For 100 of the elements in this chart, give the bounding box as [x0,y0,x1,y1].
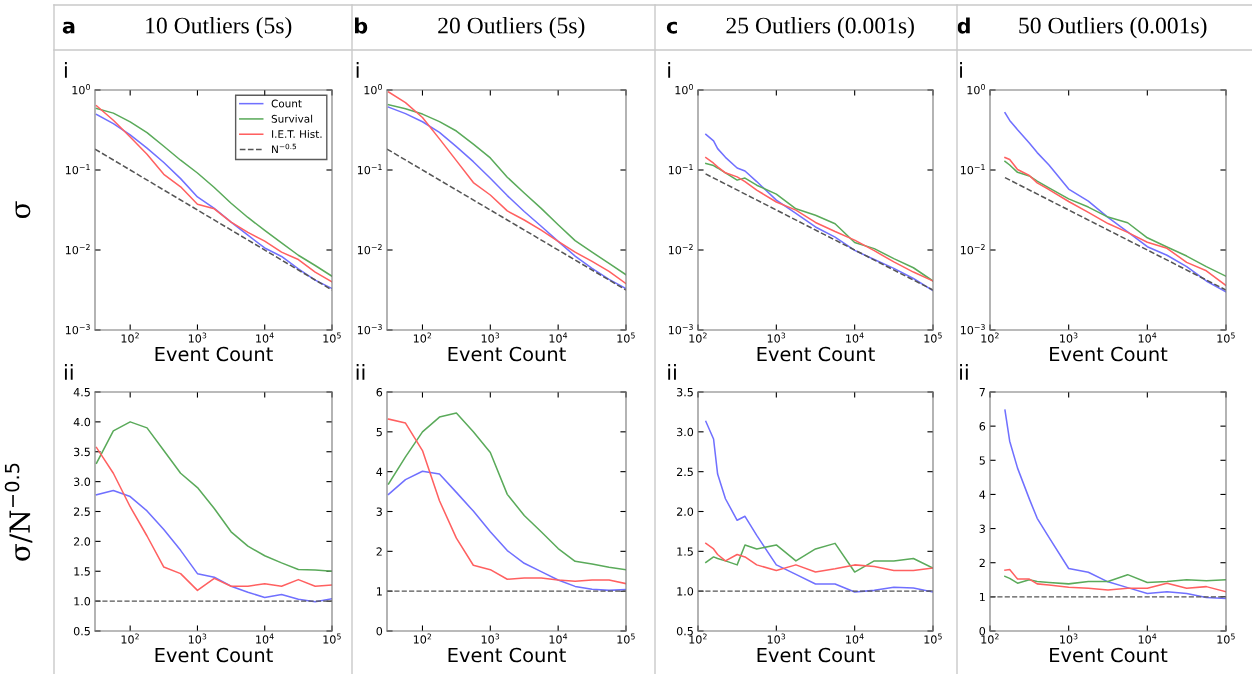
x-tick-label: 10$^{4}$ [256,332,274,343]
x-tick-label: 10$^{2}$ [121,332,139,343]
legend-label: N$^{−0.5}$ [272,143,297,154]
text: ii [356,363,365,380]
line-series [95,489,332,603]
y-tick-label: 1 [979,592,985,602]
x-axis-title: Event Count [155,647,273,663]
text: ii [668,363,676,380]
x-tick-label: 10$^{4}$ [846,633,864,644]
y-tick-label: 2.5 [73,507,90,516]
y-tick-label: 10$^{0}$ [675,84,693,95]
y-tick-label: 0.5 [73,626,90,636]
y-tick-label: 3.5 [74,447,90,457]
x-tick-label: 10$^{4}$ [846,332,864,343]
x-tick-label: 10$^{5}$ [617,332,635,343]
y-tick-label: 10$^{−3}$ [960,324,985,335]
y-tick-label: 10$^{−3}$ [65,324,90,335]
text: ii [960,363,968,380]
y-tick-label: 10$^{−2}$ [357,244,382,255]
text: d [957,17,970,34]
y-tick-label: 6 [376,387,383,397]
y-tick-label: 10$^{−2}$ [65,244,90,255]
y-tick-label: 4 [376,467,383,476]
line-series [95,446,332,592]
x-tick-label: 10$^{2}$ [981,332,999,343]
x-tick-label: 10$^{4}$ [256,633,274,644]
y-tick-label: 10$^{−3}$ [357,324,382,335]
x-tick-label: 10$^{3}$ [1060,332,1078,343]
x-tick-label: 10$^{4}$ [549,332,568,343]
x-axis-title: Event Count [757,346,875,362]
y-tick-label: 4.5 [73,388,90,397]
x-tick-label: 10$^{4}$ [1138,633,1157,644]
x-axis-title: Event Count [155,346,273,362]
y-tick-label: 10$^{0}$ [72,84,90,95]
x-axis-title: Event Count [757,647,875,663]
line-series [387,470,626,592]
chart-title: 10 Outliers (5s) [146,16,292,39]
text: c [666,21,677,34]
y-tick-label: 3 [979,524,985,533]
text: a [62,21,75,34]
text: i [668,61,671,78]
y-tick-label: 4 [979,490,986,499]
line-series [95,421,332,573]
y-tick-label: 10$^{−1}$ [668,164,693,175]
y-axis-title: σ [15,201,31,219]
x-axis-title: Event Count [448,647,566,663]
legend-label: Count [271,99,302,108]
x-tick-label: 10$^{2}$ [413,332,432,343]
y-axis-title: σ/N$^{−0.5}$ [4,463,33,561]
x-tick-label: 10$^{4}$ [549,633,568,644]
y-tick-label: 1.5 [74,567,90,576]
y-tick-label: 10$^{−1}$ [960,164,985,175]
chart-title: 25 Outliers (0.001s) [726,16,914,39]
y-tick-label: 10$^{−3}$ [668,324,693,335]
x-axis-title: Event Count [448,346,566,362]
x-tick-label: 10$^{3}$ [1060,633,1078,644]
y-tick-label: 0 [979,626,986,636]
text: i [356,61,359,78]
y-tick-label: 0 [376,626,383,636]
x-tick-label: 10$^{2}$ [689,332,707,343]
x-axis-title: Event Count [1050,647,1168,663]
y-tick-label: 3.0 [74,477,91,486]
y-tick-label: 1.0 [677,587,694,596]
y-tick-label: 2.5 [676,467,693,477]
text: b [355,17,368,34]
y-tick-label: 10$^{−1}$ [65,164,90,175]
y-tick-label: 1.0 [74,597,91,606]
y-tick-label: 2.0 [73,537,91,546]
y-tick-label: 5 [979,456,985,465]
x-tick-label: 10$^{5}$ [924,633,942,644]
legend-label: Survival [271,114,313,123]
x-tick-label: 10$^{3}$ [188,633,207,644]
y-tick-label: 0.5 [676,626,693,636]
x-tick-label: 10$^{2}$ [413,633,432,644]
y-tick-label: 5 [376,427,382,437]
x-tick-label: 10$^{3}$ [481,332,500,343]
x-tick-label: 10$^{5}$ [1217,332,1235,343]
y-tick-label: 2.0 [676,507,694,516]
text: i [960,61,962,78]
x-tick-label: 10$^{3}$ [188,332,207,343]
y-tick-label: 3.0 [677,427,694,437]
y-tick-label: 10$^{0}$ [967,84,985,95]
x-tick-label: 10$^{3}$ [481,633,500,644]
x-tick-label: 10$^{5}$ [323,633,341,644]
x-tick-label: 10$^{2}$ [121,633,139,644]
y-tick-label: 4.0 [73,417,91,427]
y-tick-label: 10$^{−2}$ [668,244,693,255]
x-tick-label: 10$^{5}$ [1217,633,1235,644]
x-tick-label: 10$^{5}$ [617,633,635,644]
text: ii [64,363,73,380]
x-axis-title: Event Count [1050,346,1168,362]
legend-label: I.E.T. Hist. [272,129,322,139]
y-tick-label: 10$^{−1}$ [357,164,382,175]
y-tick-label: 1.5 [677,547,693,556]
y-tick-label: 3.5 [677,387,693,397]
x-tick-label: 10$^{5}$ [323,332,341,343]
y-tick-label: 10$^{0}$ [364,84,382,95]
y-tick-label: 10$^{−2}$ [960,244,985,255]
y-tick-label: 7 [979,388,985,397]
y-tick-label: 2 [376,547,382,556]
